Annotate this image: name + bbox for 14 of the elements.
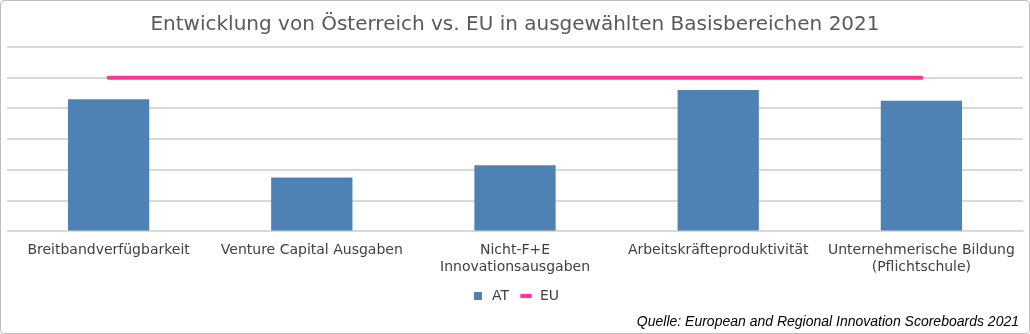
x-tick-label: Venture Capital Ausgaben — [220, 241, 403, 258]
x-tick-label: Arbeitskräfteproduktivität — [627, 241, 810, 258]
legend-label: AT — [491, 286, 510, 303]
x-tick-label: Unternehmerische Bildung (Pflichtschule) — [827, 241, 1015, 275]
x-tick-label: Nicht-F+E Innovationsausgaben — [439, 241, 591, 275]
bar — [677, 90, 759, 231]
bar — [67, 99, 150, 231]
bar — [474, 165, 556, 231]
source-note: Quelle: European and Regional Innovation Scoreboards 2021 — [636, 312, 1019, 329]
legend-label: EU — [539, 286, 560, 303]
bar — [271, 177, 353, 231]
chart-title: Entwicklung von Österreich vs. EU in ausgewählten Basisbereichen 2021 — [150, 11, 880, 36]
x-tick-label: Breitbandverfügbarkeit — [27, 241, 191, 258]
bar — [880, 100, 963, 231]
